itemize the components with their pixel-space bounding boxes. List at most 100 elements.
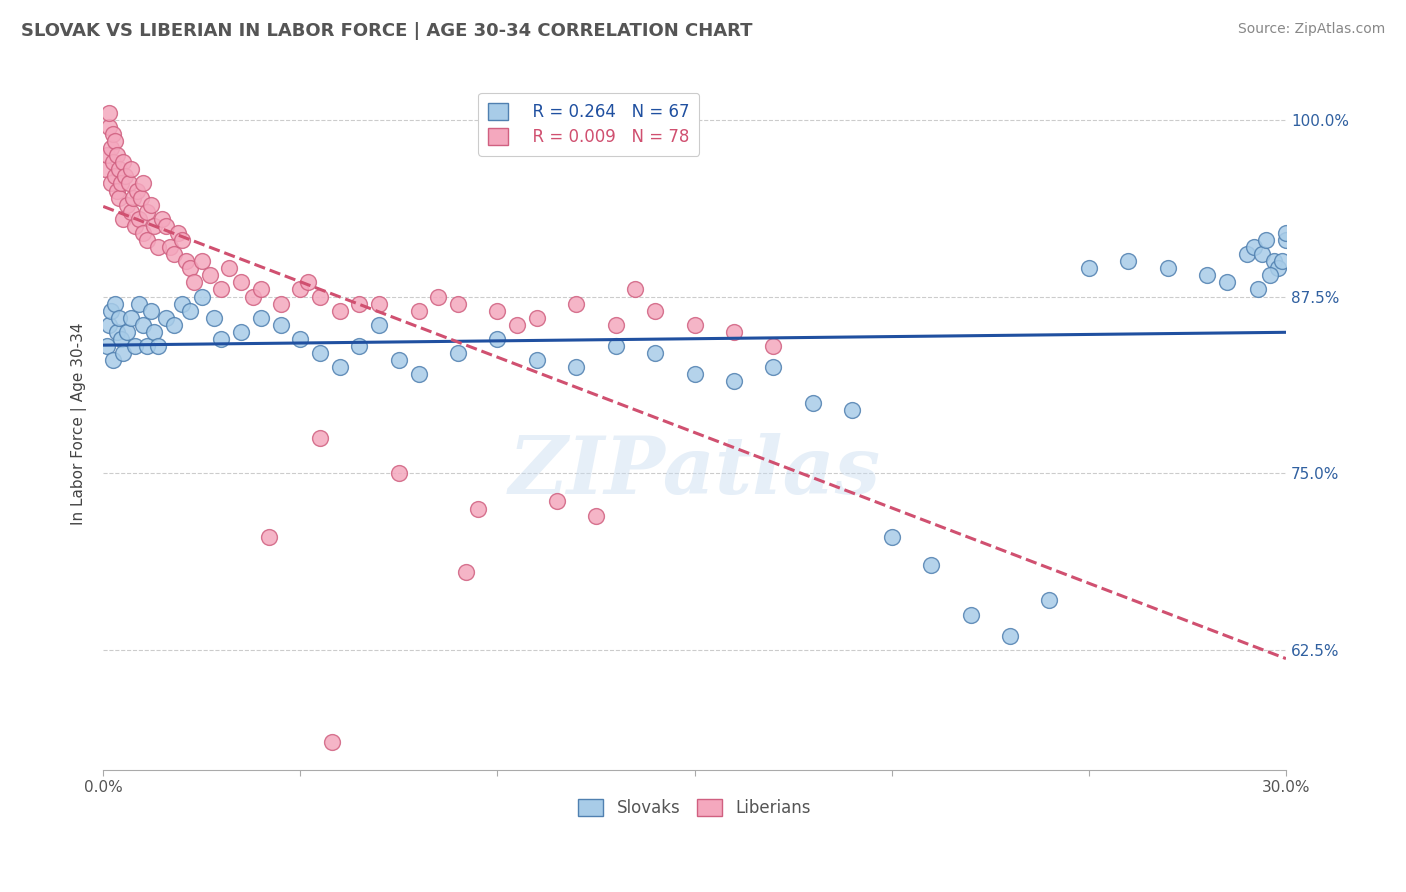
Point: [565, 296, 588, 310]
Point: [96, 339, 118, 353]
Point: [159, 240, 181, 254]
Point: [408, 368, 430, 382]
Point: [183, 276, 205, 290]
Point: [329, 360, 352, 375]
Point: [139, 303, 162, 318]
Point: [841, 402, 863, 417]
Point: [1256, 233, 1278, 247]
Point: [163, 247, 186, 261]
Point: [114, 169, 136, 184]
Point: [211, 332, 233, 346]
Point: [1271, 254, 1294, 268]
Point: [1236, 247, 1258, 261]
Point: [762, 360, 785, 375]
Point: [163, 318, 186, 332]
Point: [101, 127, 124, 141]
Point: [231, 325, 253, 339]
Point: [349, 339, 371, 353]
Point: [115, 325, 138, 339]
Point: [150, 211, 173, 226]
Point: [111, 346, 134, 360]
Point: [321, 735, 343, 749]
Point: [104, 134, 127, 148]
Point: [121, 190, 143, 204]
Point: [108, 162, 131, 177]
Point: [723, 374, 745, 388]
Point: [104, 169, 127, 184]
Point: [231, 276, 253, 290]
Point: [124, 219, 146, 233]
Point: [120, 204, 142, 219]
Point: [143, 325, 166, 339]
Point: [125, 184, 148, 198]
Point: [762, 339, 785, 353]
Point: [447, 296, 470, 310]
Point: [120, 162, 142, 177]
Point: [1247, 282, 1270, 296]
Point: [447, 346, 470, 360]
Text: SLOVAK VS LIBERIAN IN LABOR FORCE | AGE 30-34 CORRELATION CHART: SLOVAK VS LIBERIAN IN LABOR FORCE | AGE …: [21, 22, 752, 40]
Point: [1263, 254, 1285, 268]
Point: [170, 296, 193, 310]
Point: [683, 368, 706, 382]
Point: [1243, 240, 1265, 254]
Point: [257, 530, 280, 544]
Point: [100, 141, 122, 155]
Point: [486, 303, 509, 318]
Point: [427, 289, 450, 303]
Point: [388, 353, 411, 368]
Point: [191, 254, 214, 268]
Point: [131, 318, 153, 332]
Point: [198, 268, 221, 283]
Point: [1258, 268, 1281, 283]
Point: [110, 177, 132, 191]
Point: [211, 282, 233, 296]
Point: [526, 353, 548, 368]
Point: [139, 197, 162, 211]
Point: [644, 346, 666, 360]
Point: [148, 240, 170, 254]
Point: [368, 318, 391, 332]
Point: [605, 318, 627, 332]
Point: [723, 325, 745, 339]
Point: [191, 289, 214, 303]
Point: [408, 303, 430, 318]
Point: [585, 508, 607, 523]
Point: [202, 310, 225, 325]
Point: [135, 339, 157, 353]
Point: [148, 339, 170, 353]
Point: [179, 261, 201, 276]
Point: [115, 197, 138, 211]
Point: [297, 276, 319, 290]
Point: [174, 254, 197, 268]
Point: [454, 565, 477, 579]
Point: [101, 155, 124, 169]
Point: [111, 155, 134, 169]
Point: [290, 282, 312, 296]
Point: [111, 211, 134, 226]
Point: [1077, 261, 1099, 276]
Point: [105, 325, 128, 339]
Point: [120, 310, 142, 325]
Point: [309, 431, 332, 445]
Point: [250, 310, 273, 325]
Legend: Slovaks, Liberians: Slovaks, Liberians: [572, 792, 817, 824]
Point: [565, 360, 588, 375]
Point: [959, 607, 981, 622]
Point: [155, 219, 177, 233]
Point: [368, 296, 391, 310]
Text: ZIPatlas: ZIPatlas: [509, 434, 880, 511]
Point: [155, 310, 177, 325]
Point: [242, 289, 264, 303]
Point: [110, 332, 132, 346]
Point: [96, 148, 118, 162]
Point: [526, 310, 548, 325]
Point: [467, 501, 489, 516]
Point: [506, 318, 529, 332]
Point: [388, 466, 411, 480]
Point: [170, 233, 193, 247]
Point: [218, 261, 240, 276]
Point: [1275, 226, 1298, 240]
Point: [1216, 276, 1239, 290]
Point: [801, 395, 824, 409]
